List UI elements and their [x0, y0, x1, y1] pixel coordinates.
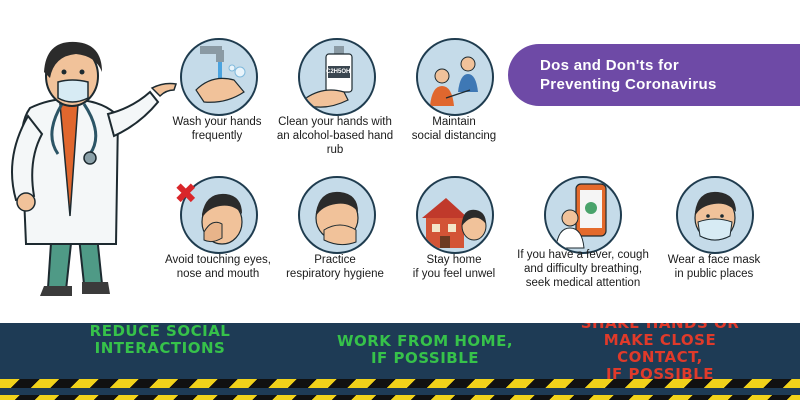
page-title: Dos and Don'ts for Preventing Coronaviru… — [540, 57, 717, 93]
sign-work-from-home: WORK FROM HOME, IF POSSIBLE — [336, 332, 514, 367]
hand-rub-icon — [298, 38, 376, 116]
medical-attention-icon — [544, 176, 622, 254]
doctor-illustration — [11, 41, 177, 296]
stay-home-icon — [416, 176, 494, 254]
tip-caption: Avoid touching eyes, nose and mouth — [165, 254, 271, 280]
avoid-touch-face-icon — [180, 176, 258, 254]
tip-caption: Clean your hands with an alcohol-based h… — [276, 116, 394, 156]
sign-reduce-social: REDUCE SOCIAL INTERACTIONS — [89, 323, 231, 357]
tip-caption: Practice respiratory hygiene — [286, 254, 384, 280]
hazard-tape — [0, 379, 800, 388]
warning-signs-panel: REDUCE SOCIAL INTERACTIONS WORK FROM HOM… — [0, 323, 800, 400]
hazard-tape — [0, 395, 800, 400]
bottle-label: C2H5OH — [326, 69, 351, 75]
cross-icon: ✖ — [174, 177, 198, 210]
respiratory-hygiene-icon — [298, 176, 376, 254]
tip-caption: Wash your hands frequently — [172, 116, 262, 142]
sign-shake-hands: SHAKE HANDS OR MAKE CLOSE CONTACT, IF PO… — [580, 323, 740, 383]
face-mask-icon — [676, 176, 754, 254]
tip-caption: Maintain social distancing — [411, 116, 497, 142]
tip-caption: If you have a fever, cough and difficult… — [517, 249, 649, 289]
handwash-icon — [180, 38, 258, 116]
tip-caption: Wear a face mask in public places — [667, 254, 761, 280]
title-banner — [508, 44, 800, 106]
tip-caption: Stay home if you feel unwel — [412, 254, 496, 280]
social-distance-icon — [416, 38, 494, 116]
